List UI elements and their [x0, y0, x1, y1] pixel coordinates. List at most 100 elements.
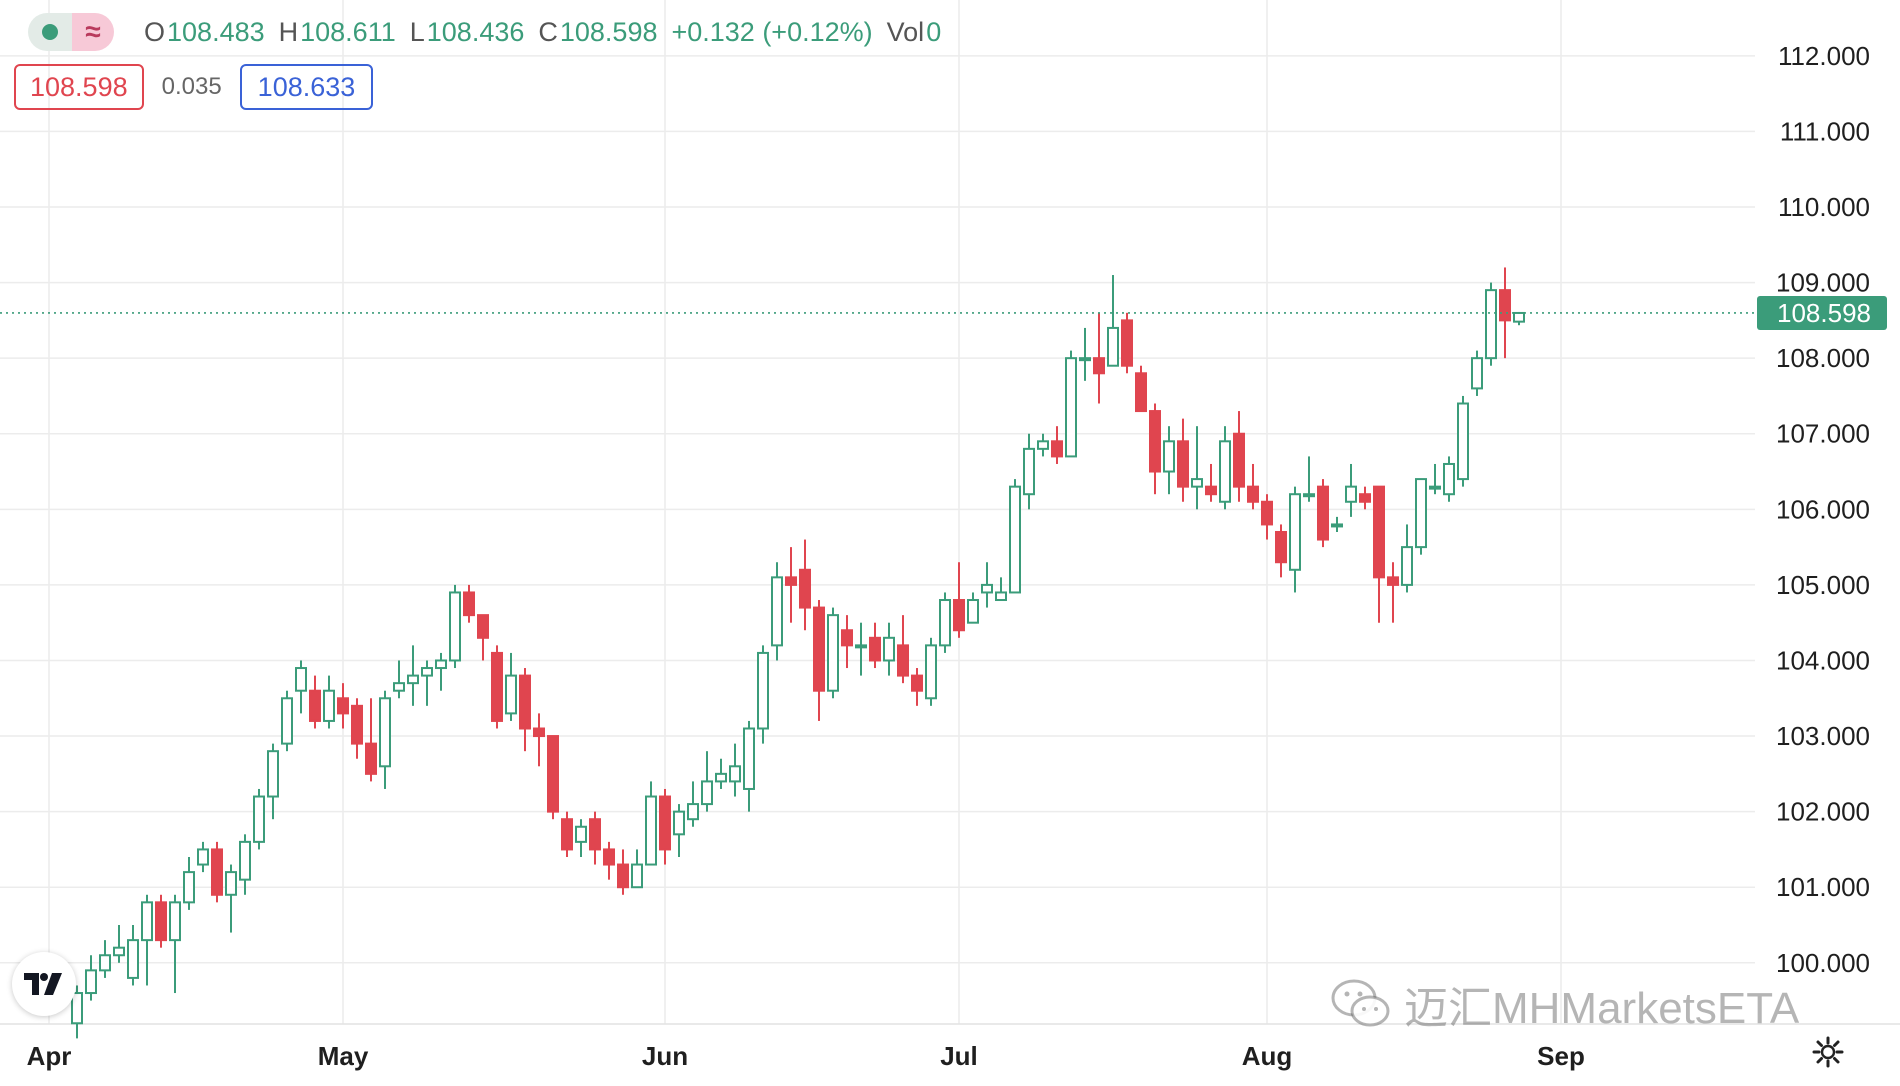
candle[interactable] [533, 713, 545, 767]
candle[interactable] [841, 615, 853, 669]
candle[interactable] [267, 743, 279, 820]
candle[interactable] [715, 758, 727, 789]
candle[interactable] [631, 849, 643, 889]
candle[interactable] [155, 894, 167, 948]
candle[interactable] [967, 592, 979, 624]
candle[interactable] [813, 600, 825, 721]
candle[interactable] [981, 562, 993, 608]
candle[interactable] [1247, 463, 1259, 510]
candle[interactable] [827, 607, 839, 699]
candle[interactable] [1205, 463, 1217, 502]
candle[interactable] [1317, 479, 1329, 548]
candle[interactable] [183, 856, 195, 910]
candle[interactable] [1373, 485, 1385, 623]
candle[interactable] [141, 894, 153, 986]
y-axis[interactable]: 112.000 111.000 110.000 109.000 108.000 107.0… [1776, 41, 1870, 978]
candle[interactable] [953, 562, 965, 638]
candle[interactable] [1121, 312, 1133, 374]
candle[interactable] [463, 584, 475, 623]
candle[interactable] [449, 584, 461, 669]
candle[interactable] [1289, 486, 1301, 593]
candle[interactable] [771, 562, 783, 661]
candle[interactable] [883, 622, 895, 676]
candle[interactable] [1275, 524, 1287, 578]
candle[interactable] [1485, 282, 1497, 366]
candle[interactable] [1303, 456, 1315, 502]
candle[interactable] [897, 615, 909, 684]
candle[interactable] [71, 985, 83, 1039]
candle[interactable] [757, 645, 769, 744]
candle[interactable] [253, 788, 265, 850]
candle[interactable] [1233, 411, 1245, 502]
candle[interactable] [589, 811, 601, 865]
candle[interactable] [561, 811, 573, 857]
candle[interactable] [169, 894, 181, 994]
candle[interactable] [211, 841, 223, 903]
candle[interactable] [1009, 479, 1021, 594]
compare-icon[interactable]: ≈ [72, 13, 114, 51]
candle[interactable] [1415, 478, 1427, 555]
candle[interactable] [939, 592, 951, 653]
candle[interactable] [617, 849, 629, 895]
candle[interactable] [1499, 267, 1511, 359]
candle[interactable] [281, 690, 293, 752]
candle[interactable] [1177, 418, 1189, 502]
candle[interactable] [743, 720, 755, 812]
candle[interactable] [505, 652, 517, 721]
candle[interactable] [99, 940, 111, 978]
tradingview-logo-icon[interactable] [12, 952, 76, 1016]
candle[interactable] [1149, 403, 1161, 495]
x-axis[interactable]: Apr May Jun Jul Aug Sep [27, 1041, 1585, 1071]
candle[interactable] [1513, 311, 1525, 326]
candle[interactable] [673, 804, 685, 857]
candle[interactable] [407, 645, 419, 706]
candle[interactable] [1359, 486, 1371, 510]
candle[interactable] [869, 622, 881, 669]
candle[interactable] [701, 751, 713, 812]
candle[interactable] [421, 660, 433, 706]
candle[interactable] [435, 652, 447, 691]
candle[interactable] [1065, 350, 1077, 458]
candle[interactable] [225, 864, 237, 933]
candle[interactable] [603, 841, 615, 880]
series-toggle[interactable]: ≈ [28, 13, 114, 51]
candle[interactable] [1457, 395, 1469, 487]
candle[interactable] [785, 547, 797, 623]
candle[interactable] [547, 735, 559, 820]
candle[interactable] [1429, 463, 1441, 495]
candle[interactable] [1093, 312, 1105, 404]
candle[interactable] [113, 925, 125, 963]
sell-price-button[interactable]: 108.598 [14, 64, 144, 110]
candle[interactable] [1079, 327, 1091, 381]
candle[interactable] [491, 645, 503, 729]
series-visibility-icon[interactable] [28, 13, 72, 51]
candle[interactable] [911, 668, 923, 706]
candle[interactable] [1191, 426, 1203, 510]
candle[interactable] [687, 781, 699, 827]
candle[interactable] [925, 637, 937, 706]
candle[interactable] [1219, 426, 1231, 510]
candle[interactable] [351, 698, 363, 759]
candle[interactable] [1107, 275, 1119, 367]
settings-gear-icon[interactable] [1812, 1036, 1844, 1068]
candle[interactable] [1471, 350, 1483, 396]
candle[interactable] [477, 614, 489, 661]
candle[interactable] [1401, 524, 1413, 593]
candle[interactable] [1135, 365, 1147, 413]
candle[interactable] [1037, 433, 1049, 457]
candle[interactable] [1023, 433, 1035, 510]
candle[interactable] [519, 668, 531, 752]
candle[interactable] [1163, 426, 1175, 495]
candle[interactable] [659, 788, 671, 865]
candle[interactable] [127, 925, 139, 986]
buy-price-button[interactable]: 108.633 [239, 64, 374, 110]
candle[interactable] [323, 675, 335, 729]
candle[interactable] [799, 539, 811, 631]
candle[interactable] [729, 743, 741, 797]
candle[interactable] [85, 955, 97, 1001]
candle[interactable] [645, 781, 657, 866]
candle[interactable] [1443, 456, 1455, 502]
candle[interactable] [995, 577, 1007, 602]
candle[interactable] [1051, 426, 1063, 464]
